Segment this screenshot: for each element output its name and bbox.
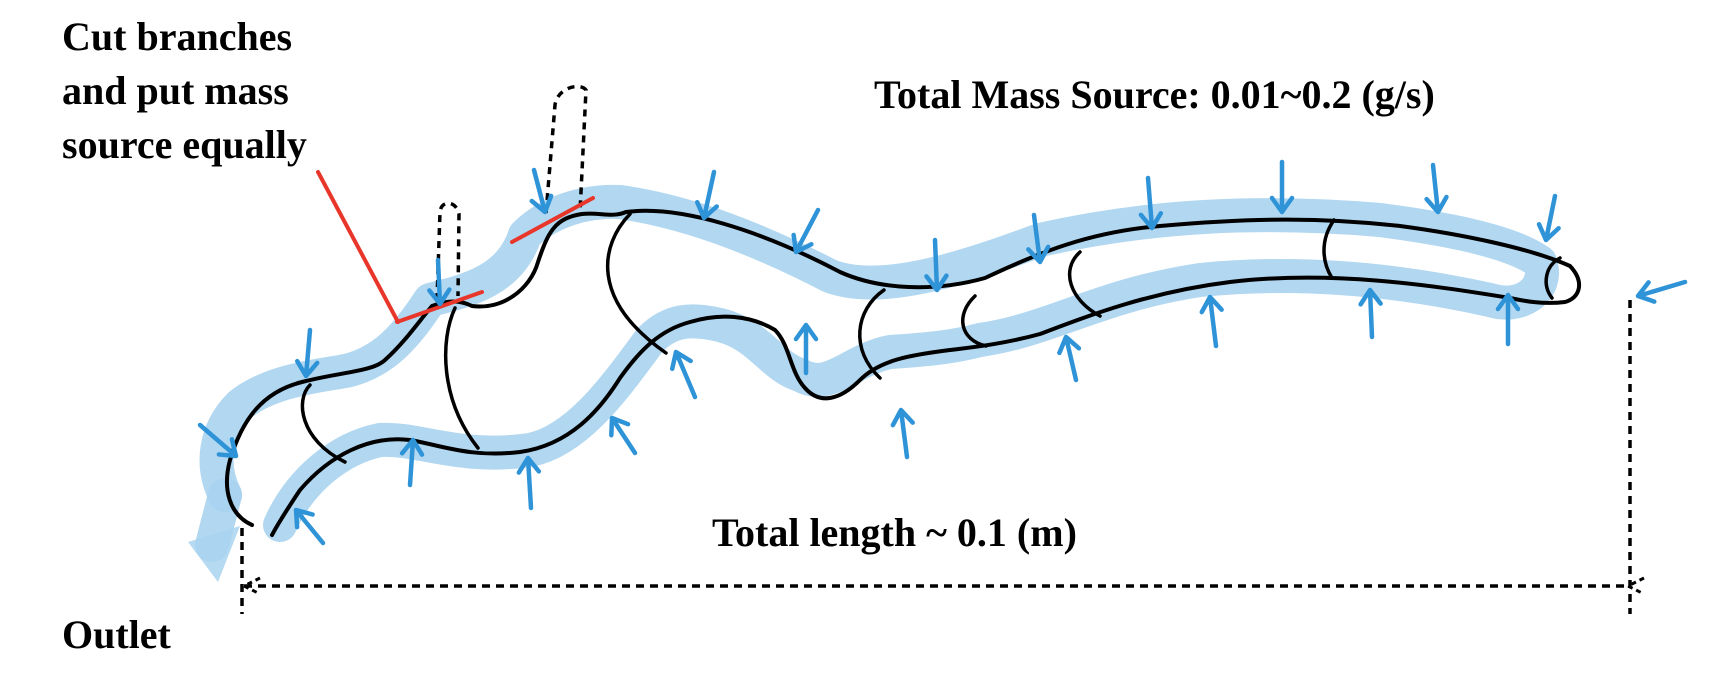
mass-source-arrow-icon bbox=[1138, 175, 1164, 231]
cut-markers bbox=[316, 170, 595, 324]
outlet-label: Outlet bbox=[62, 612, 172, 657]
mass-source-arrow-icon bbox=[427, 257, 452, 307]
mass-source-arrow-icon bbox=[516, 455, 542, 511]
mass-source-arrow-icon bbox=[793, 322, 819, 376]
vessel-wall-lower bbox=[270, 275, 1512, 537]
mass-source-arrow-icon bbox=[1199, 294, 1224, 349]
mass-source-arrow-icon bbox=[924, 237, 949, 293]
cut-note-line-1: Cut branches bbox=[62, 14, 292, 59]
mass-source-arrow-icon bbox=[1495, 292, 1521, 347]
mass-source-arrow-icon bbox=[529, 167, 554, 215]
mass-source-arrow-icon bbox=[1269, 159, 1295, 215]
vessel-wall-upper bbox=[225, 208, 1581, 527]
mass-source-arrows bbox=[197, 159, 1688, 546]
mass-source-arrow-icon bbox=[791, 207, 821, 255]
cut-branches bbox=[435, 84, 588, 301]
mass-source-arrow-icon bbox=[669, 349, 698, 400]
cut-branch-left bbox=[435, 201, 461, 301]
seam-4 bbox=[858, 288, 886, 380]
cut-pointer bbox=[316, 170, 400, 324]
seam-6 bbox=[1068, 250, 1102, 318]
length-label: Total length ~ 0.1 (m) bbox=[712, 510, 1077, 555]
mass-source-arrow-icon bbox=[399, 437, 425, 488]
cut-note-line-3: source equally bbox=[62, 122, 307, 167]
cut-branch-right bbox=[544, 84, 588, 214]
segment-seams bbox=[300, 212, 1562, 464]
mass-source-arrow-icon bbox=[1057, 334, 1082, 383]
length-dimension bbox=[242, 300, 1630, 614]
outlet-arrow-icon bbox=[188, 526, 240, 582]
mass-source-arrow-icon bbox=[694, 169, 719, 221]
mass-source-arrow-icon bbox=[295, 327, 320, 379]
cut-line-left bbox=[395, 290, 484, 324]
mass-source-arrow-icon bbox=[1635, 279, 1688, 304]
seam-7 bbox=[1322, 218, 1336, 280]
vessel-walls bbox=[225, 208, 1581, 537]
seam-8 bbox=[1544, 256, 1562, 300]
seam-1 bbox=[300, 383, 347, 464]
mass-source-arrow-icon bbox=[1358, 287, 1383, 340]
mass-source-arrow-icon bbox=[1026, 212, 1051, 265]
cut-branches-note: Cut branches and put mass source equally bbox=[62, 14, 307, 167]
seam-3 bbox=[605, 212, 668, 355]
mass-source-arrow-icon bbox=[609, 415, 638, 456]
mass-source-label: Total Mass Source: 0.01~0.2 (g/s) bbox=[874, 72, 1435, 117]
mass-source-arrow-icon bbox=[890, 407, 915, 460]
mass-source-arrow-icon bbox=[293, 507, 326, 546]
cut-note-line-2: and put mass bbox=[62, 68, 289, 113]
seam-5 bbox=[961, 294, 988, 348]
seam-2 bbox=[443, 306, 480, 450]
mass-source-arrow-icon bbox=[197, 422, 239, 459]
cut-line-right bbox=[510, 196, 595, 244]
mass-source-arrow-icon bbox=[1424, 162, 1449, 215]
mass-source-arrow-icon bbox=[1536, 193, 1561, 243]
vessel-glow-upper bbox=[199, 184, 1559, 542]
